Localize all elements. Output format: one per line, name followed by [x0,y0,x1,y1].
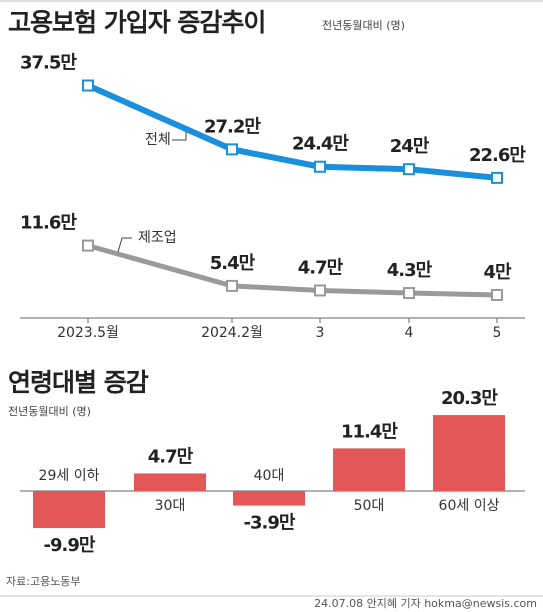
credit: 24.07.08 안지혜 기자 hokma@newsis.com [314,597,537,610]
value-label: 4.7만 [148,446,194,467]
point-marker [314,160,326,173]
point-marker [226,143,238,156]
value-label: 24만 [390,136,430,157]
category-label: 50대 [354,498,385,514]
value-label: 37.5만 [20,53,77,74]
point-marker [491,289,503,301]
leader-line [172,132,187,141]
series-label: 전체 [145,132,171,148]
series-label: 제조업 [138,230,177,246]
point-marker [82,79,94,92]
value-label: 4.3만 [387,260,433,281]
point-marker [491,171,503,184]
value-label: -9.9만 [44,535,96,556]
bar [333,448,405,491]
bar [134,473,206,491]
bar [233,491,305,506]
value-label: 4.7만 [298,257,344,278]
series-line [87,243,498,298]
bar [33,491,105,529]
value-label: -3.9만 [244,513,296,534]
x-tick-label: 5 [493,325,502,341]
chart-subtitle: 전년동월대비 (명) [8,405,91,418]
source: 자료:고용노동부 [6,575,81,588]
category-label: 29세 이하 [39,468,100,484]
chart-subtitle: 전년동월대비 (명) [322,19,405,32]
category-label: 40대 [254,468,285,484]
value-label: 4만 [483,262,512,283]
chart-title: 연령대별 증감 [8,368,149,397]
value-label: 24.4만 [292,134,349,155]
x-tick-label: 3 [316,325,325,341]
value-label: 27.2만 [204,116,261,137]
x-tick-label: 4 [405,325,414,341]
value-label: 20.3만 [441,388,498,409]
category-label: 30대 [155,498,186,514]
x-tick-label: 2024.2월 [201,325,263,341]
chart-title: 고용보험 가입자 증감추이 [8,8,265,37]
point-marker [314,284,326,297]
value-label: 11.4만 [341,421,398,442]
value-label: 11.6만 [20,213,77,234]
point-marker [226,279,238,292]
category-label: 60세 이상 [439,498,500,514]
point-marker [403,287,415,300]
x-tick-label: 2023.5월 [57,325,119,341]
value-label: 5.4만 [210,253,256,274]
bar [433,415,505,491]
leader-line [117,237,132,253]
point-marker [82,239,94,252]
value-label: 22.6만 [469,145,526,166]
point-marker [403,163,415,176]
